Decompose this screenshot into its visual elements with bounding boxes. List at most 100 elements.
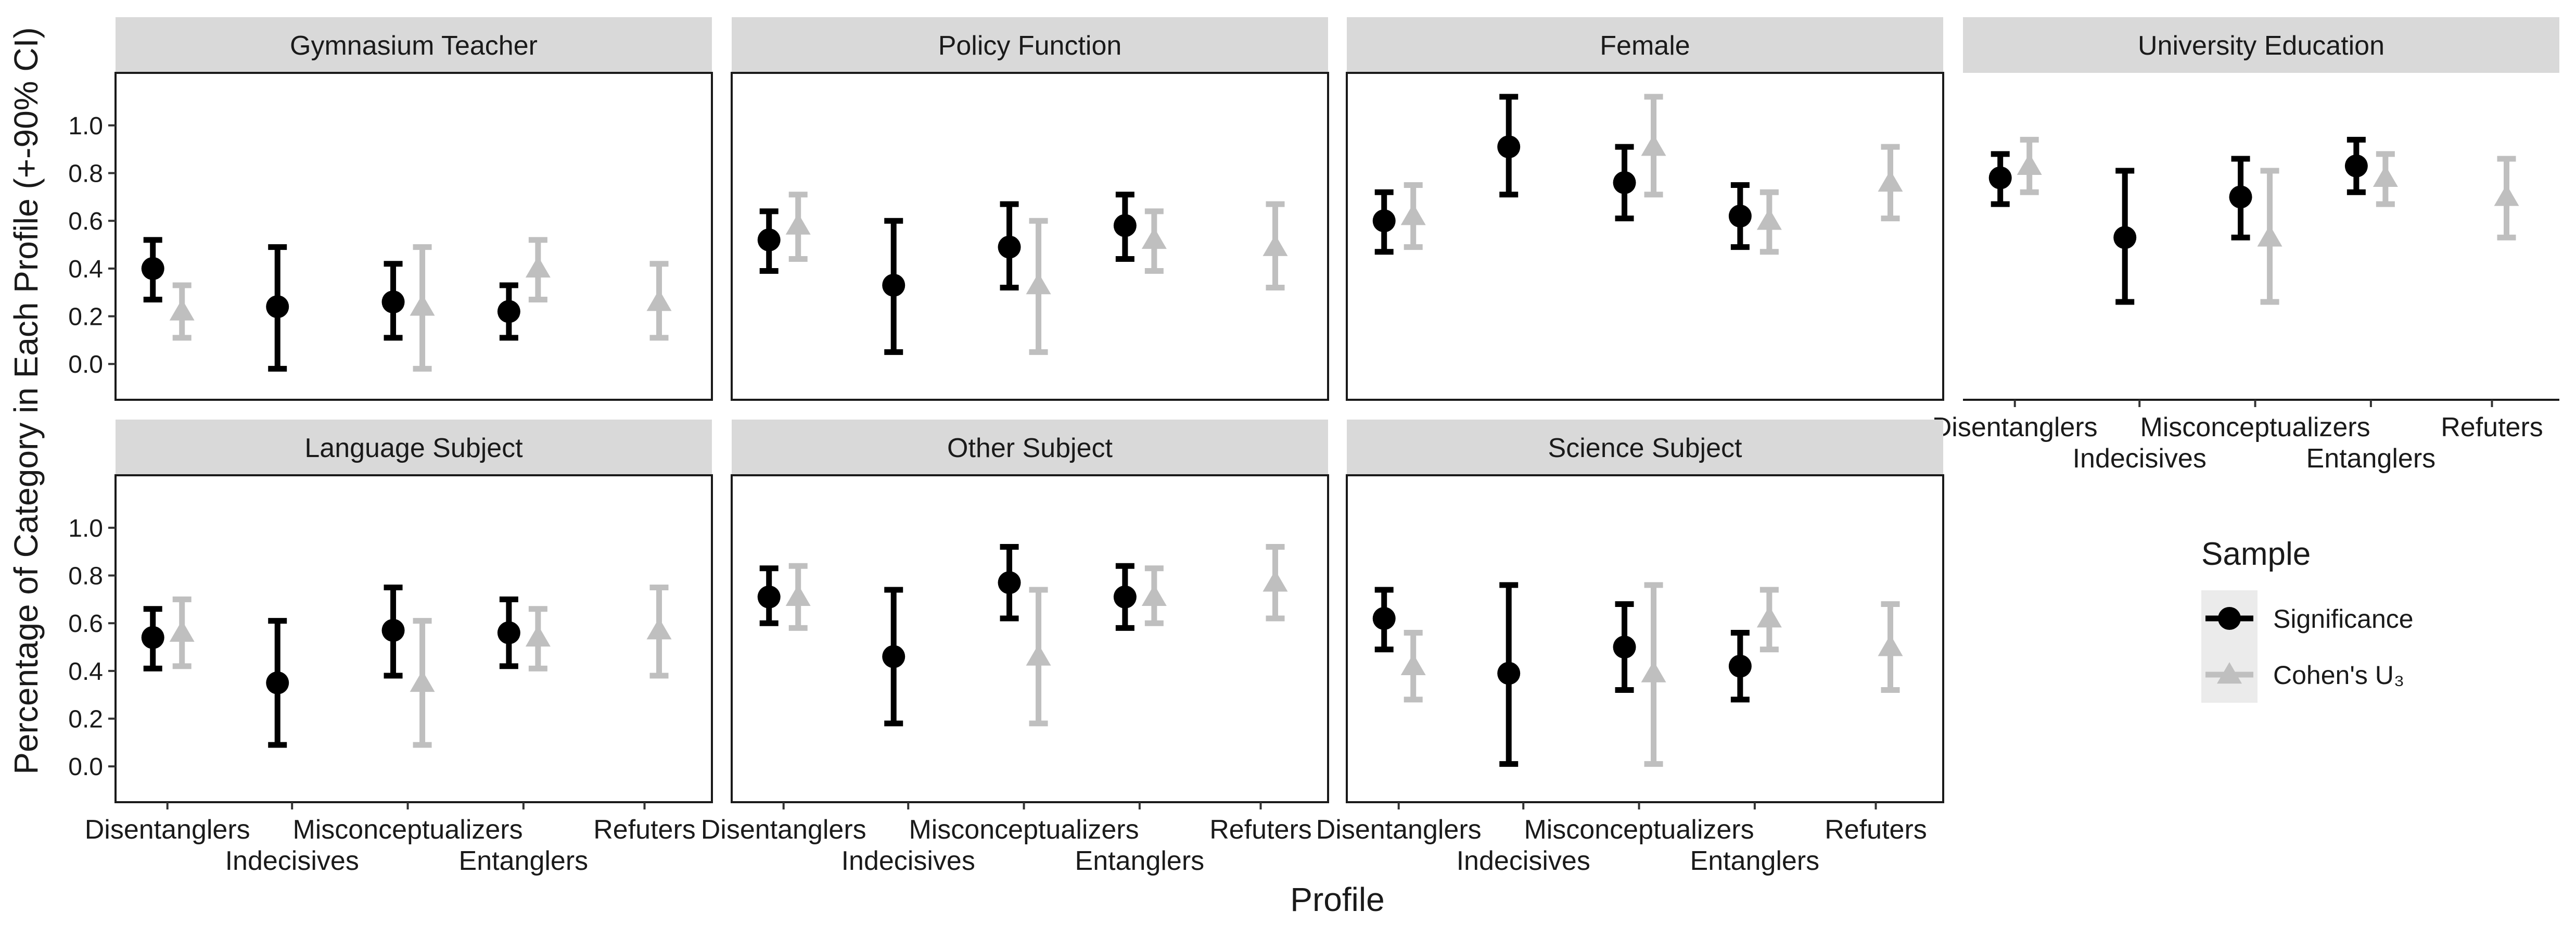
data-point-triangle [785, 584, 811, 606]
data-point-triangle [525, 625, 551, 647]
x-tick-label-disentanglers: Disentanglers [85, 815, 250, 845]
data-point-triangle [169, 620, 195, 642]
facet-title: Policy Function [938, 31, 1122, 61]
data-point-triangle [1141, 227, 1167, 249]
y-tick-label: 0.0 [68, 753, 103, 781]
x-tick-label-indecisives: Indecisives [2073, 444, 2207, 474]
data-point-circle [381, 618, 405, 642]
x-tick-label-refuters: Refuters [1825, 815, 1927, 845]
y-tick-label: 0.0 [68, 351, 103, 378]
series-cohens-u3 [2017, 136, 2519, 305]
data-point-triangle [1878, 635, 1903, 656]
data-point-circle [1613, 171, 1636, 194]
data-point-circle [2113, 226, 2137, 249]
data-point-triangle [1263, 570, 1288, 592]
facet-title: Language Subject [304, 433, 523, 463]
facet-title: Other Subject [947, 433, 1113, 463]
facet-strip [1347, 17, 1943, 73]
data-point-triangle [410, 670, 435, 692]
series-cohens-u3 [785, 544, 1288, 727]
facet-title: Gymnasium Teacher [290, 31, 538, 61]
facet-strip [116, 17, 712, 73]
x-tick-label-entanglers: Entanglers [459, 846, 589, 876]
facet-title: Female [1600, 31, 1690, 61]
series-significance [1988, 136, 2368, 305]
data-point-circle [1728, 654, 1752, 678]
x-tick-label-entanglers: Entanglers [1075, 846, 1205, 876]
x-tick-label-refuters: Refuters [2441, 412, 2543, 442]
series-significance [141, 584, 520, 748]
x-tick-label-indecisives: Indecisives [841, 846, 975, 876]
facet-university-education: University Education DisentanglersIndecis… [1932, 17, 2559, 474]
x-tick-label-disentanglers: Disentanglers [1932, 412, 2098, 442]
legend-label: Cohen's U₃ [2273, 661, 2404, 690]
legend-title: Sample [2201, 536, 2311, 572]
legend: Sample Significance Cohen's U₃ [2201, 536, 2414, 703]
facet-gymnasium-teacher: Gymnasium Teacher 0.0 0.2 0.4 0.6 0.8 1.0 [68, 17, 713, 401]
data-point-circle [757, 585, 781, 609]
x-axis-title: Profile [1290, 881, 1384, 918]
legend-label: Significance [2273, 604, 2414, 634]
y-tick-label: 0.2 [68, 303, 103, 331]
facet-female: Female [1346, 17, 1944, 401]
y-tick-label: 0.6 [68, 610, 103, 638]
data-point-circle [882, 645, 906, 668]
data-point-triangle [785, 213, 811, 235]
data-point-circle [266, 671, 289, 694]
data-point-triangle [2494, 184, 2519, 206]
data-point-circle [497, 621, 520, 644]
data-point-circle [2344, 154, 2368, 178]
facet-strip [116, 420, 712, 475]
series-cohens-u3 [785, 192, 1288, 355]
panel-frame [1346, 72, 1944, 401]
series-cohens-u3 [169, 584, 672, 748]
panel-frame [731, 72, 1329, 401]
data-point-triangle [1878, 170, 1903, 192]
data-point-triangle [646, 617, 672, 640]
data-point-circle [1113, 585, 1137, 609]
panel-frame [731, 474, 1329, 803]
data-point-triangle [1026, 272, 1051, 295]
data-point-circle [1497, 135, 1521, 159]
x-tick-label-disentanglers: Disentanglers [1316, 815, 1482, 845]
y-tick-label: 1.0 [68, 112, 103, 140]
x-tick-label-disentanglers: Disentanglers [701, 815, 866, 845]
facet-strip [732, 420, 1328, 475]
data-point-triangle [1756, 606, 1782, 628]
series-cohens-u3 [169, 237, 672, 372]
legend-entry-cohens-u3: Cohen's U₃ [2201, 647, 2404, 703]
data-point-circle [266, 295, 289, 319]
facet-title: University Education [2138, 31, 2384, 61]
data-point-circle [1988, 166, 2012, 189]
data-point-circle [1613, 636, 1636, 659]
data-point-circle [882, 273, 906, 297]
data-point-circle [1497, 662, 1521, 685]
data-point-circle [1113, 214, 1137, 237]
legend-key-circle [2218, 607, 2241, 630]
x-tick-label-entanglers: Entanglers [2306, 444, 2436, 474]
x-tick-label-indecisives: Indecisives [225, 846, 359, 876]
y-tick-label: 0.4 [68, 256, 103, 283]
x-tick-label-misconceptualizers: Misconceptualizers [1524, 815, 1754, 845]
x-tick-label-misconceptualizers: Misconceptualizers [292, 815, 522, 845]
facet-policy-function: Policy Function [731, 17, 1329, 401]
legend-entry-significance: Significance [2201, 590, 2414, 647]
x-tick-label-refuters: Refuters [593, 815, 696, 845]
data-point-triangle [1400, 653, 1426, 675]
data-point-triangle [169, 299, 195, 321]
data-point-triangle [1641, 661, 1666, 682]
series-significance [1372, 582, 1752, 767]
data-point-triangle [1141, 584, 1167, 606]
data-point-triangle [410, 294, 435, 316]
series-cohens-u3 [1400, 94, 1903, 255]
data-point-circle [2229, 185, 2252, 209]
data-point-circle [141, 257, 164, 280]
facet-strip [1347, 420, 1943, 475]
data-point-circle [998, 235, 1021, 259]
data-point-circle [1372, 209, 1396, 233]
data-point-circle [998, 571, 1021, 594]
panel-frame [114, 474, 713, 803]
data-point-circle [1728, 205, 1752, 228]
data-point-triangle [1641, 134, 1666, 156]
data-point-triangle [525, 256, 551, 278]
